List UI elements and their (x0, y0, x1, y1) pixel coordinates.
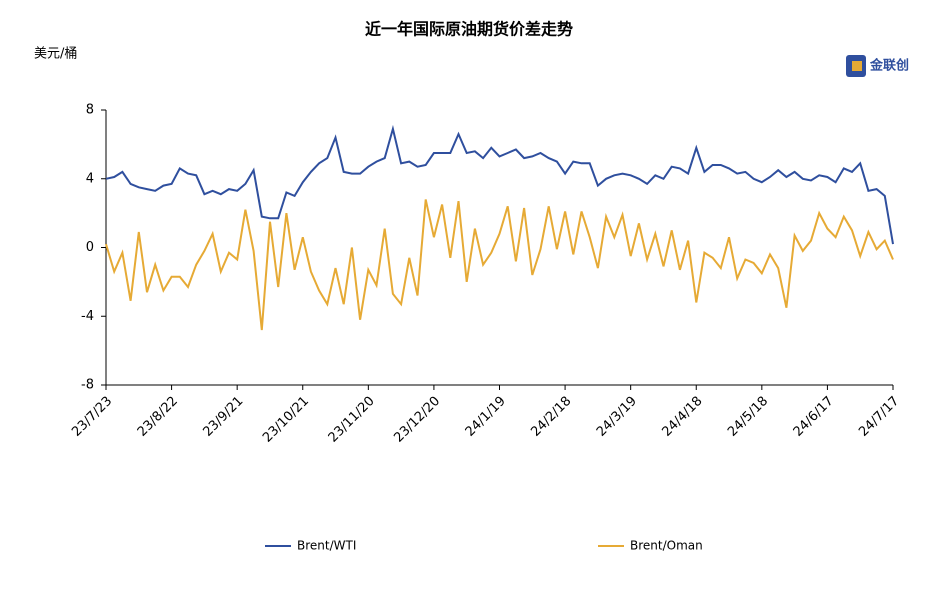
x-tick-label: 24/7/17 (856, 394, 902, 440)
y-axis-label: 美元/桶 (34, 47, 77, 62)
y-tick-label: -4 (81, 309, 94, 324)
logo: 金联创 (846, 55, 909, 77)
x-tick-label: 24/3/19 (594, 394, 640, 440)
y-tick-label: 4 (86, 171, 94, 186)
x-tick-label: 24/4/18 (660, 394, 706, 440)
x-tick-label: 23/10/21 (260, 394, 312, 446)
x-tick-label: 24/6/17 (791, 394, 837, 440)
x-tick-label: 23/12/20 (391, 394, 443, 446)
x-tick-label: 23/11/20 (326, 394, 378, 446)
legend-label: Brent/WTI (297, 539, 356, 553)
y-tick-label: 8 (86, 103, 94, 118)
x-tick-label: 24/5/18 (725, 394, 771, 440)
x-tick-label: 24/1/19 (463, 394, 509, 440)
x-tick-label: 23/8/22 (135, 394, 181, 440)
x-tick-label: 24/2/18 (528, 394, 574, 440)
y-tick-label: -8 (81, 378, 94, 393)
logo-text: 金联创 (869, 58, 909, 74)
legend-label: Brent/Oman (630, 539, 703, 553)
series-line (105, 199, 894, 331)
x-tick-label: 23/9/21 (200, 394, 246, 440)
y-tick-label: 0 (86, 240, 94, 255)
series-line (105, 124, 894, 245)
x-tick-label: 23/7/23 (69, 394, 115, 440)
logo-icon-inner (852, 61, 862, 71)
chart-title: 近一年国际原油期货价差走势 (365, 20, 573, 39)
